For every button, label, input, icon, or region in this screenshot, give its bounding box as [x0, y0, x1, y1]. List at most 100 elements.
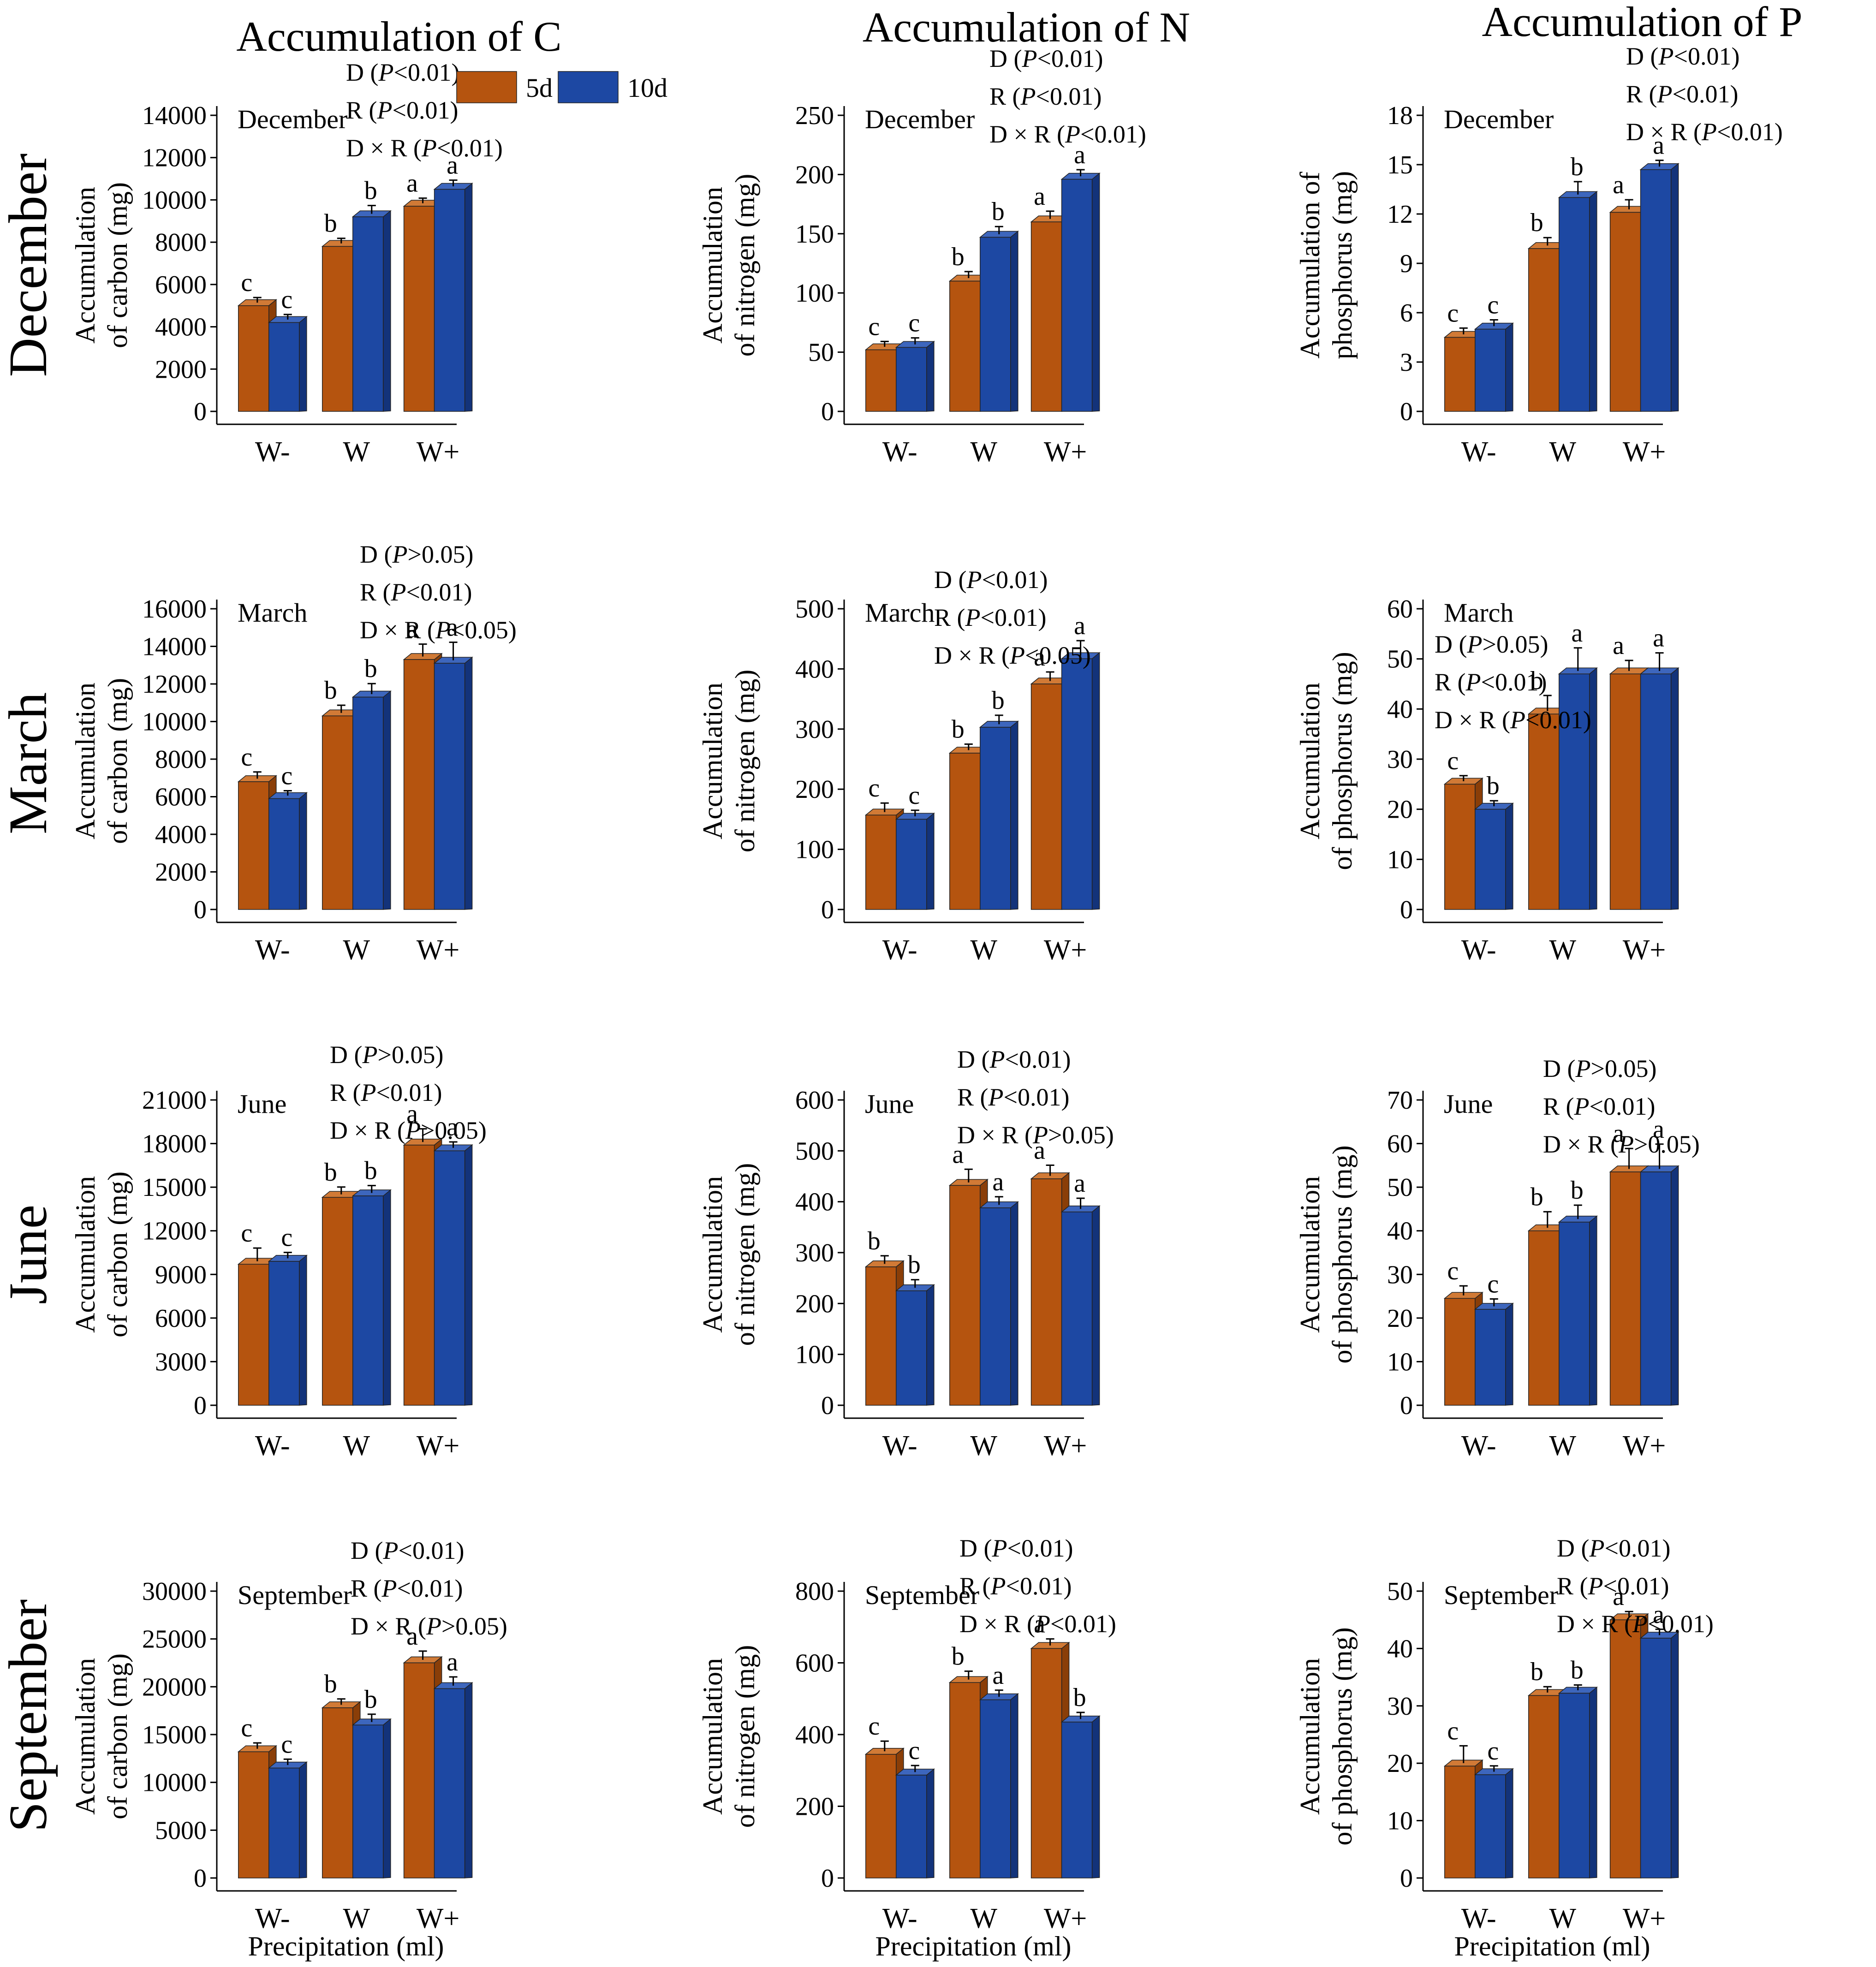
- significance-letter: b: [1531, 1183, 1543, 1211]
- y-axis-title: phosphorus (mg): [1327, 171, 1358, 359]
- y-tick-label: 100: [795, 279, 834, 308]
- significance-letter: c: [1487, 1737, 1499, 1765]
- y-tick-label: 8000: [155, 745, 207, 774]
- y-axis-title: Accumulation: [70, 1658, 101, 1815]
- y-tick-label: 400: [795, 1721, 834, 1749]
- bar-d5: [865, 814, 897, 910]
- stats-line: D × R (P<0.01): [1626, 118, 1783, 146]
- stats-line: R (P<0.01): [957, 1083, 1069, 1111]
- y-tick-label: 8000: [155, 228, 207, 257]
- x-tick-label: W+: [1623, 436, 1666, 468]
- y-tick-label: 300: [795, 715, 834, 744]
- y-tick-label: 12000: [142, 670, 207, 699]
- y-tick-label: 14000: [142, 101, 207, 130]
- bar-side-d10: [1091, 172, 1100, 412]
- y-tick-label: 0: [821, 1391, 834, 1420]
- bar-d5: [1030, 1648, 1062, 1878]
- y-tick-label: 200: [795, 775, 834, 804]
- y-tick-label: 10: [1387, 845, 1413, 874]
- x-tick-label: W+: [417, 1903, 459, 1934]
- bar-side-d10: [1091, 652, 1100, 910]
- y-tick-label: 60: [1387, 595, 1413, 624]
- y-axis-title: Accumulation: [70, 1176, 101, 1333]
- bar-d10: [1061, 178, 1093, 412]
- panels: 02000400060008000100001200014000Accumula…: [70, 42, 1783, 1961]
- x-tick-label: W-: [255, 436, 290, 468]
- x-tick-label: W+: [1044, 1430, 1087, 1462]
- chart-panel: 0 10 20 30 40 50 Accumulation of phosphorus (mg…: [1295, 1534, 1714, 1961]
- x-tick-label: W-: [882, 934, 917, 966]
- significance-letter: a: [952, 1140, 964, 1169]
- chart-panel: 0 200 400 600 800 Accumulation of nitrogen (mg…: [697, 1534, 1116, 1961]
- bar-d10: [352, 696, 384, 910]
- x-axis-title: Precipitation (ml): [875, 1931, 1072, 1961]
- x-tick-label: W: [971, 1430, 998, 1462]
- y-tick-label: 12: [1387, 200, 1413, 229]
- panel-month-label: September: [238, 1580, 352, 1610]
- y-tick-label: 60: [1387, 1130, 1413, 1159]
- significance-letter: a: [447, 1648, 458, 1676]
- bar-d5: [1609, 673, 1641, 910]
- y-tick-label: 200: [795, 1793, 834, 1821]
- stats-line: R (P<0.01): [351, 1575, 463, 1602]
- significance-letter: b: [1571, 153, 1584, 181]
- bar-side-d10: [1589, 667, 1597, 910]
- significance-letter: a: [406, 1100, 418, 1129]
- stats-line: D × R (P<0.01): [959, 1610, 1116, 1638]
- y-tick-label: 100: [795, 836, 834, 864]
- bar-side-d10: [1589, 1686, 1597, 1878]
- panel-month-label: June: [1444, 1089, 1493, 1119]
- panel-month-label: June: [865, 1089, 914, 1119]
- row-label-september: September: [0, 1599, 58, 1832]
- significance-letter: c: [908, 1736, 920, 1765]
- y-tick-label: 10000: [142, 708, 207, 737]
- stats-line: D × R (P>0.05): [330, 1117, 487, 1144]
- significance-letter: b: [324, 1670, 337, 1699]
- chart-panel: 0 3 6 9 12 15 18 Accumulation of phosphorus (mg)…: [1295, 42, 1783, 468]
- bar-d5: [949, 1185, 981, 1406]
- bar-side-d10: [299, 791, 307, 910]
- bar-d10: [1061, 1211, 1093, 1406]
- significance-letter: a: [1034, 643, 1045, 672]
- y-tick-label: 0: [821, 896, 834, 924]
- y-axis-title: Accumulation: [1295, 683, 1325, 839]
- significance-letter: b: [324, 676, 337, 705]
- significance-letter: a: [1034, 182, 1045, 211]
- bar-side-d10: [1010, 230, 1018, 412]
- y-tick-label: 2000: [155, 355, 207, 384]
- bar-d5: [865, 1266, 897, 1406]
- bar-side-d10: [299, 1254, 307, 1406]
- y-tick-label: 600: [795, 1086, 834, 1115]
- bar-d10: [434, 189, 465, 412]
- x-tick-label: W+: [417, 436, 459, 468]
- significance-letter: a: [1653, 1600, 1664, 1629]
- y-tick-label: 18: [1387, 101, 1413, 130]
- y-tick-label: 14000: [142, 633, 207, 661]
- x-tick-label: W-: [1461, 436, 1496, 468]
- significance-letter: b: [364, 654, 377, 683]
- bar-d10: [1559, 1693, 1590, 1878]
- x-tick-label: W+: [1044, 1903, 1087, 1934]
- y-tick-label: 6: [1400, 299, 1413, 327]
- bar-d10: [352, 216, 384, 412]
- chart-panel: 0 50 100 150 200 250 Accumulation of nitrogen (…: [697, 45, 1146, 468]
- column-title-nitrogen: Accumulation of N: [863, 4, 1190, 51]
- x-tick-label: W: [343, 1430, 370, 1462]
- bar-side-d10: [1505, 322, 1513, 412]
- bar-d5: [1444, 337, 1476, 412]
- y-axis-title: Accumulation of: [1295, 172, 1325, 359]
- bar-d5: [403, 1662, 435, 1878]
- x-axis-title: Precipitation (ml): [1454, 1931, 1650, 1961]
- y-tick-label: 12000: [142, 144, 207, 172]
- y-tick-label: 15000: [142, 1721, 207, 1749]
- stats-line: D (P>0.05): [360, 541, 473, 568]
- bar-d5: [403, 206, 435, 412]
- y-tick-label: 40: [1387, 1217, 1413, 1246]
- significance-letter: c: [1447, 299, 1459, 327]
- significance-letter: b: [324, 1158, 337, 1187]
- bar-d5: [865, 349, 897, 412]
- y-axis-title: of phosphorus (mg): [1327, 1627, 1358, 1845]
- bar-d10: [896, 1290, 927, 1406]
- y-tick-label: 4000: [155, 313, 207, 342]
- bar-d10: [980, 727, 1011, 910]
